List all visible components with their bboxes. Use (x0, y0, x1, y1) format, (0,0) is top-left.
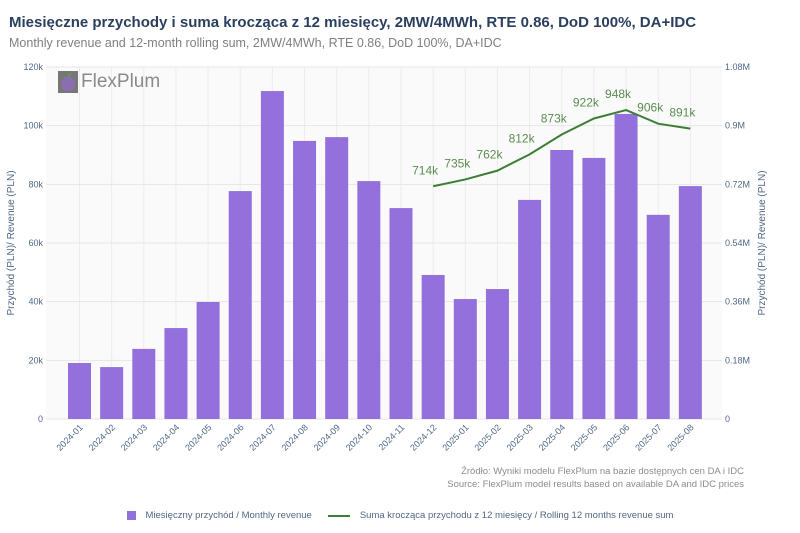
x-tick-label: 2025-05 (569, 422, 599, 452)
bar (260, 91, 284, 419)
x-tick-label: 2025-01 (440, 422, 470, 452)
legend-bar-swatch[interactable] (126, 511, 136, 520)
y2-tick-label: 0.9M (725, 121, 745, 131)
y-tick-label: 20k (28, 355, 43, 365)
line-data-label: 948k (605, 87, 632, 101)
legend-bar-label[interactable]: Miesięczny przychód / Monthly revenue (145, 510, 312, 521)
x-tick-label: 2024-02 (87, 422, 117, 452)
line-data-label: 891k (669, 106, 696, 120)
legend-line-swatch[interactable] (327, 514, 350, 517)
line-data-label: 735k (444, 156, 471, 170)
source-en: Source: FlexPlum model results based on … (447, 479, 744, 490)
bar (389, 208, 413, 419)
legend: Miesięczny przychód / Monthly revenue Su… (0, 510, 800, 521)
bar (421, 274, 445, 419)
y-tick-label: 100k (23, 121, 43, 131)
bar (325, 137, 349, 419)
bar (614, 113, 638, 419)
bar (453, 299, 477, 419)
x-tick-label: 2025-08 (665, 422, 695, 452)
y-axis-title: Przychód (PLN)/ Revenue (PLN) (6, 170, 17, 315)
bar (293, 140, 317, 420)
bar (518, 199, 542, 419)
bar (132, 348, 156, 419)
x-tick-label: 2024-11 (376, 422, 406, 452)
line-data-label: 873k (541, 111, 568, 125)
x-tick-label: 2024-09 (312, 422, 342, 452)
x-tick-label: 2024-04 (151, 422, 181, 452)
line-data-label: 762k (476, 148, 503, 162)
bar (164, 328, 188, 419)
x-tick-label: 2025-03 (505, 422, 535, 452)
x-tick-label: 2025-02 (472, 422, 502, 452)
rolling-sum-line (432, 108, 691, 188)
bar (196, 301, 220, 419)
y2-tick-label: 0 (725, 414, 730, 424)
source-pl: Źródło: Wyniki modelu FlexPlum na bazie … (461, 466, 744, 477)
y2-axis-title: Przychód (PLN)/ Revenue (PLN) (757, 170, 768, 315)
legend-line-label[interactable]: Suma krocząca przychodu z 12 miesięcy / … (359, 510, 674, 521)
source-note: Źródło: Wyniki modelu FlexPlum na bazie … (447, 465, 744, 491)
y2-tick-label: 0.18M (725, 355, 750, 365)
y-tick-label: 0 (38, 414, 43, 424)
x-tick-label: 2024-05 (183, 422, 213, 452)
y2-tick-label: 0.54M (725, 238, 750, 248)
x-tick-label: 2025-04 (537, 422, 567, 452)
y-tick-label: 120k (23, 62, 43, 72)
x-tick-label: 2024-08 (280, 422, 310, 452)
line-data-label: 906k (637, 101, 664, 115)
bar (678, 186, 702, 419)
line-data-label: 714k (412, 163, 439, 177)
y-tick-label: 80k (28, 179, 43, 189)
plum-icon (58, 71, 78, 93)
y-tick-label: 40k (28, 297, 43, 307)
chart-title: Miesięczne przychody i suma krocząca z 1… (9, 14, 697, 31)
y2-tick-label: 0.36M (725, 297, 750, 307)
x-tick-label: 2024-06 (215, 422, 245, 452)
x-tick-label: 2024-12 (408, 422, 438, 452)
x-tick-label: 2024-10 (344, 422, 374, 452)
bar (485, 289, 509, 419)
bar (357, 181, 381, 419)
flexplum-logo: FlexPlum (58, 71, 160, 93)
chart-subtitle: Monthly revenue and 12-month rolling sum… (9, 36, 502, 50)
bar (228, 191, 252, 419)
x-tick-label: 2024-01 (54, 422, 84, 452)
x-tick-label: 2024-03 (119, 422, 149, 452)
x-tick-label: 2025-07 (633, 422, 663, 452)
line-data-label: 812k (509, 131, 536, 145)
logo-text: FlexPlum (81, 71, 161, 92)
y2-tick-label: 1.08M (725, 62, 750, 72)
bar (68, 362, 91, 419)
bar (550, 150, 574, 419)
y2-tick-label: 0.72M (725, 179, 750, 189)
x-tick-label: 2025-06 (601, 422, 631, 452)
bar (100, 367, 124, 419)
y-tick-label: 60k (28, 238, 43, 248)
x-tick-label: 2024-07 (247, 422, 277, 452)
line-data-label: 922k (573, 95, 600, 109)
bar (646, 214, 670, 419)
bar (582, 157, 606, 419)
